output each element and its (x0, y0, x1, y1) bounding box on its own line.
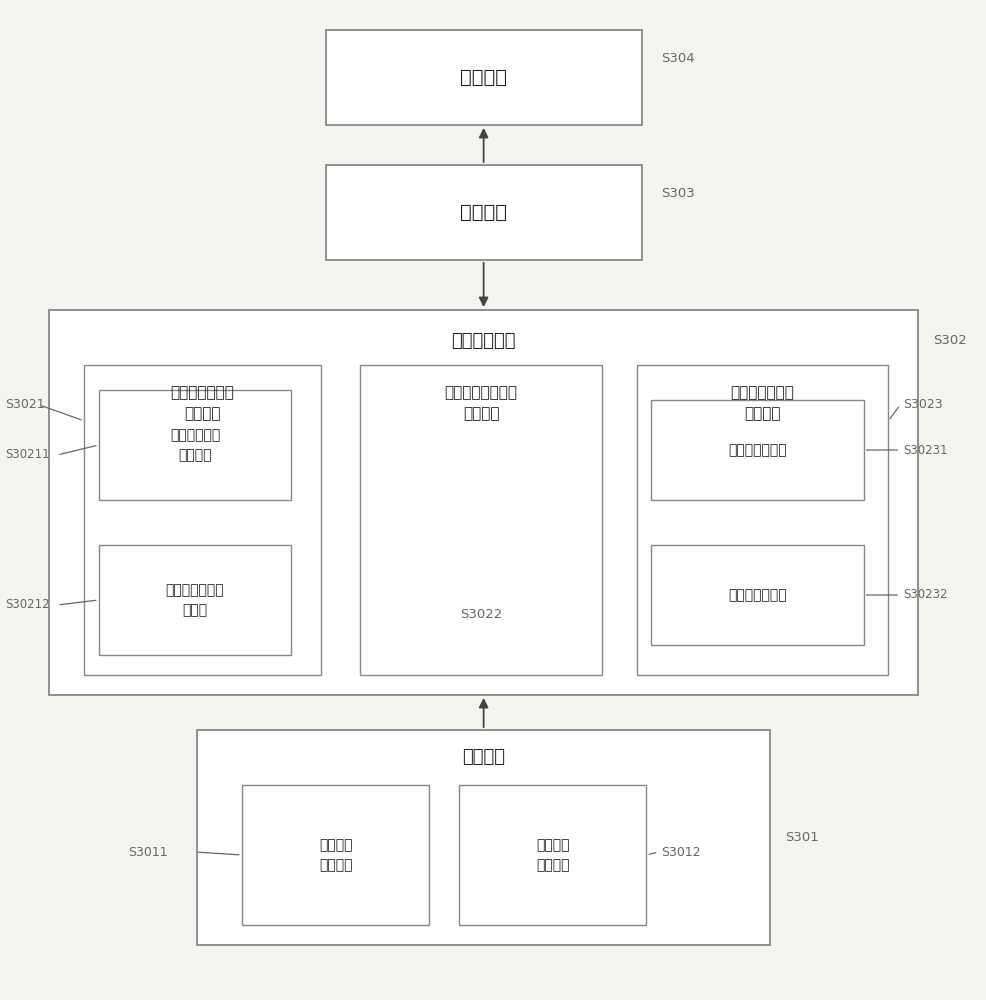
Text: 数据格式规则
设置模块: 数据格式规则 设置模块 (170, 428, 220, 462)
Bar (325, 30, 641, 125)
Bar (49, 310, 917, 695)
Bar (84, 365, 320, 675)
Text: S3023: S3023 (902, 398, 942, 412)
Bar (99, 545, 291, 655)
Text: S30211: S30211 (5, 448, 49, 462)
Bar (242, 785, 429, 925)
Text: 数据内容规则设
置模块: 数据内容规则设 置模块 (166, 583, 224, 617)
Text: 上下文关联模块: 上下文关联模块 (728, 588, 786, 602)
Text: 主数据设置模块: 主数据设置模块 (728, 443, 786, 457)
Bar (197, 730, 769, 945)
Text: 生产数据
采集模块: 生产数据 采集模块 (318, 838, 352, 872)
Text: 监控模块: 监控模块 (459, 68, 507, 87)
Bar (651, 400, 863, 500)
Text: 业务合规性策略
设置模块: 业务合规性策略 设置模块 (171, 385, 234, 421)
Text: 分配模块: 分配模块 (459, 203, 507, 222)
Text: S304: S304 (661, 52, 694, 65)
Bar (651, 545, 863, 645)
Bar (360, 365, 601, 675)
Text: 策略设置模块: 策略设置模块 (451, 332, 516, 350)
Bar (99, 390, 291, 500)
Bar (636, 365, 887, 675)
Text: S303: S303 (661, 187, 694, 200)
Text: 业务上下文策略
设置模块: 业务上下文策略 设置模块 (730, 385, 794, 421)
Text: S30212: S30212 (5, 598, 49, 611)
Text: 数据交换控制策略
设置模块: 数据交换控制策略 设置模块 (445, 385, 517, 421)
Bar (325, 165, 641, 260)
Text: S3011: S3011 (128, 846, 168, 858)
Text: S30231: S30231 (902, 444, 947, 456)
Bar (458, 785, 646, 925)
Text: 采集模块: 采集模块 (461, 748, 505, 766)
Text: S30232: S30232 (902, 588, 947, 601)
Text: S302: S302 (932, 334, 965, 347)
Text: S3012: S3012 (661, 846, 700, 858)
Text: 生产计划
采集模块: 生产计划 采集模块 (535, 838, 569, 872)
Text: S3022: S3022 (459, 608, 502, 621)
Text: S301: S301 (784, 831, 817, 844)
Text: S3021: S3021 (5, 398, 44, 412)
